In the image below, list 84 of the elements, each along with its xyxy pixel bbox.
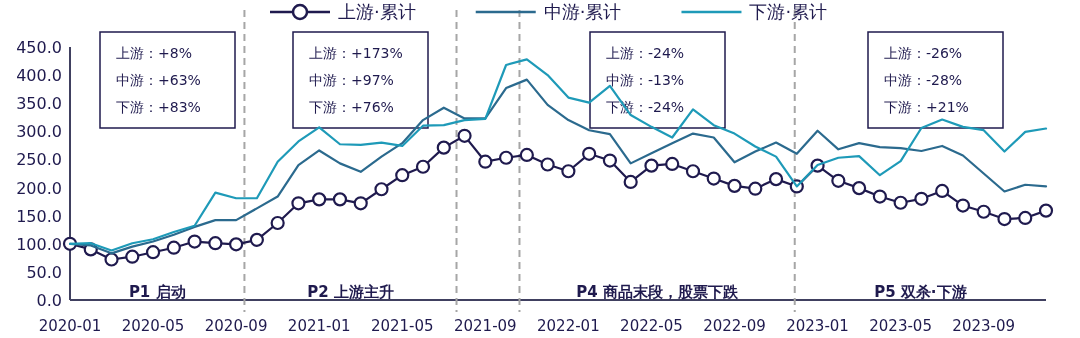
point [561, 164, 576, 179]
y-tick-label: 50.0 [26, 262, 62, 282]
point [831, 173, 846, 188]
y-tick-label: 150.0 [16, 206, 62, 226]
x-tick-label: 2021-05 [370, 317, 434, 335]
point [685, 164, 701, 179]
point [893, 195, 908, 210]
point [436, 140, 451, 155]
point [249, 232, 264, 247]
point [415, 159, 431, 174]
legend-label: 上游·累计 [338, 1, 416, 22]
y-tick-label: 200.0 [16, 178, 62, 198]
x-tick-label: 2022-09 [703, 317, 766, 335]
point [229, 237, 244, 252]
point [602, 153, 618, 168]
y-tick-label: 350.0 [16, 94, 62, 114]
y-tick-label: 250.0 [16, 150, 62, 170]
annotation: P4 商品末段，股票下跌 [576, 283, 739, 301]
point [1038, 203, 1054, 218]
point [145, 245, 161, 260]
annotation: P2 上游主升 [307, 283, 394, 301]
legend-label: 中游·累计 [543, 1, 622, 22]
point [104, 252, 119, 267]
point [976, 204, 991, 219]
point [914, 191, 929, 206]
x-tick-label: 2020-01 [38, 317, 102, 335]
point [353, 196, 368, 211]
point [582, 146, 597, 161]
point [727, 178, 742, 193]
annotation: 上游：-26% [884, 45, 963, 61]
x-tick-label: 2020-09 [204, 317, 268, 335]
annotation: P1 启动 [128, 283, 186, 301]
point [644, 158, 659, 173]
y-tick-label: 400.0 [16, 66, 62, 86]
x-tick-label: 2022-05 [620, 317, 683, 335]
point [478, 154, 493, 169]
point [270, 215, 285, 231]
annotation: 中游：+63% [116, 72, 201, 88]
annotation: 上游：+173% [309, 45, 403, 61]
annotation: P5 双杀·下游 [874, 283, 967, 301]
point [623, 174, 638, 190]
point [166, 240, 181, 255]
point [748, 181, 763, 196]
x-tick-label: 2021-01 [287, 317, 351, 335]
annotation: 下游：+21% [884, 99, 969, 115]
point [665, 156, 680, 172]
x-tick-label: 2022-01 [537, 317, 600, 335]
point [519, 147, 534, 163]
y-tick-label: 300.0 [16, 122, 62, 142]
point [872, 189, 887, 204]
point [125, 249, 140, 264]
point [208, 236, 223, 251]
point [852, 181, 867, 196]
point [1018, 210, 1033, 226]
point [187, 234, 202, 249]
point [374, 182, 389, 197]
x-tick-label: 2023-09 [952, 317, 1016, 335]
point [498, 150, 514, 165]
point [768, 172, 784, 187]
x-tick-label: 2021-09 [453, 317, 517, 335]
annotation: 中游：+97% [309, 72, 394, 88]
annotation: 上游：-24% [606, 45, 685, 61]
point [395, 168, 410, 183]
point [332, 192, 348, 207]
point [291, 196, 306, 211]
annotation: 中游：-13% [606, 72, 685, 88]
y-tick-label: 450.0 [16, 38, 62, 57]
annotation: 下游：+83% [116, 99, 201, 115]
point [955, 198, 971, 213]
annotation: 上游：+8% [116, 45, 192, 61]
point [457, 128, 472, 143]
annotation: 下游：+76% [309, 99, 394, 115]
x-tick-label: 2020-05 [121, 317, 185, 335]
point [935, 183, 950, 199]
y-tick-label: 100.0 [16, 234, 62, 254]
point [540, 157, 555, 172]
annotation: 中游：-28% [884, 72, 963, 88]
x-tick-label: 2023-05 [869, 317, 932, 335]
point [706, 171, 721, 186]
y-tick-label: 0.0 [36, 291, 62, 310]
x-tick-label: 2023-01 [786, 317, 849, 335]
point [997, 211, 1012, 227]
point [312, 192, 327, 207]
legend-label: 下游·累计 [749, 1, 828, 22]
